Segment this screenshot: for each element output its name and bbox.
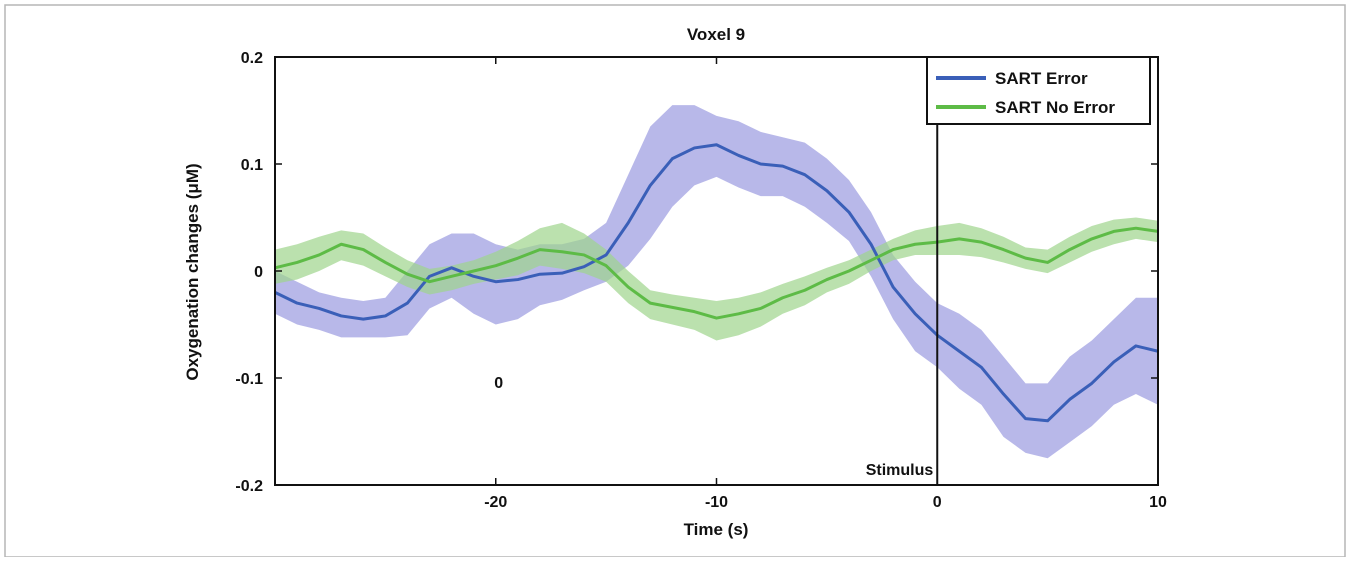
y-tick-label: 0 (254, 264, 263, 281)
x-tick-label: -10 (705, 494, 728, 511)
x-tick-labels: -20 -10 0 10 (484, 494, 1167, 511)
legend: SART Error SART No Error (926, 56, 1151, 125)
x-tick-label: 0 (933, 494, 942, 511)
series-lines (274, 143, 1159, 423)
line-sart-error (274, 143, 1159, 423)
zero-annotation: 0 (494, 375, 503, 392)
stimulus-annotation: Stimulus (866, 462, 934, 479)
chart-title: Voxel 9 (687, 25, 745, 44)
plot-area: Stimulus 0 -20 -10 0 10 -0.2 -0.1 0 0.1 0.2 (235, 50, 1167, 511)
y-tick-label: -0.1 (235, 371, 263, 388)
y-tick-labels: -0.2 -0.1 0 0.1 0.2 (235, 50, 263, 495)
x-tick-label: -20 (484, 494, 507, 511)
x-axis-label: Time (s) (684, 520, 749, 539)
legend-label-sart-no-error: SART No Error (995, 98, 1115, 117)
y-tick-label: 0.2 (241, 50, 263, 67)
y-tick-label: -0.2 (235, 478, 263, 495)
legend-label-sart-error: SART Error (995, 69, 1088, 88)
y-axis-label: Oxygenation changes (μM) (183, 163, 202, 380)
x-tick-label: 10 (1149, 494, 1167, 511)
y-tick-label: 0.1 (241, 157, 263, 174)
line-sart-no-error (274, 226, 1159, 320)
legend-box (926, 56, 1151, 125)
